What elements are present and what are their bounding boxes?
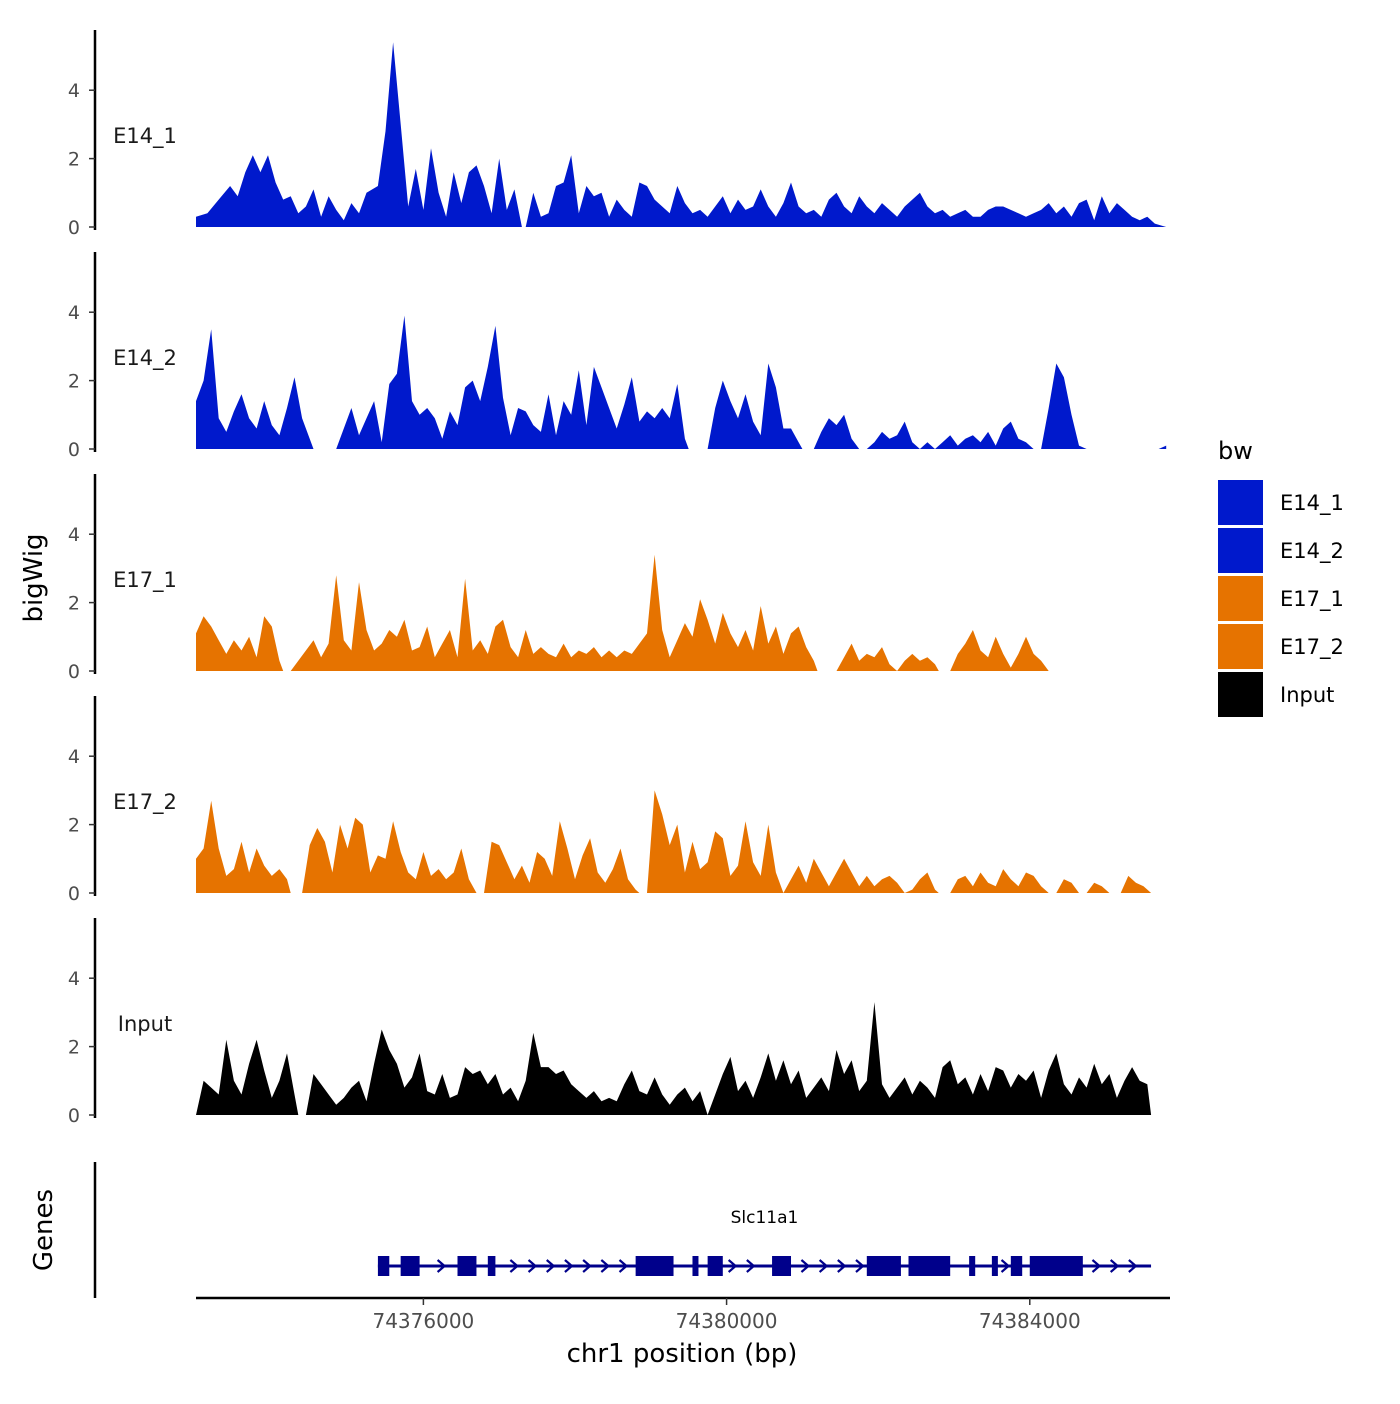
gene-name-label: Slc11a1 xyxy=(731,1208,799,1228)
gene-exon xyxy=(908,1256,951,1276)
y-tick-label: 2 xyxy=(68,593,80,615)
strand-arrow xyxy=(618,1259,629,1273)
legend-swatch-E17_2 xyxy=(1218,624,1263,669)
gene-exon xyxy=(969,1256,976,1276)
y-tick-label: 0 xyxy=(68,883,80,905)
strand-arrow xyxy=(1109,1259,1120,1273)
y-tick-label: 0 xyxy=(68,1105,80,1127)
gene-exon xyxy=(772,1256,792,1276)
gene-exon xyxy=(692,1256,699,1276)
signal-tracks: 0 2 4 E14_1 0 2 4 E14_2 0 2 4 E17_1 0 2 4 E17_2 0 2 4 Input xyxy=(68,30,1167,1127)
y-tick-label: 0 xyxy=(68,217,80,239)
x-axis: 74376000 74380000 74384000 xyxy=(196,1296,1170,1333)
x-tick-label: 74384000 xyxy=(979,1309,1081,1333)
y-tick-label: 2 xyxy=(68,815,80,837)
strand-arrow xyxy=(837,1259,847,1273)
strand-arrow xyxy=(582,1259,592,1273)
strand-arrow xyxy=(855,1259,865,1273)
y-axis-title: bigWig xyxy=(19,533,49,622)
legend-label: E17_1 xyxy=(1280,587,1344,612)
strand-arrow xyxy=(800,1259,811,1273)
legend-swatch-E17_1 xyxy=(1218,576,1263,621)
track-panel-E17_2: 0 2 4 E17_2 xyxy=(68,696,1152,905)
strand-arrow xyxy=(436,1259,447,1273)
gene-exon xyxy=(400,1256,420,1276)
gene-exon xyxy=(707,1256,723,1276)
x-axis-title: chr1 position (bp) xyxy=(567,1339,798,1369)
legend-title: bw xyxy=(1218,437,1253,465)
strand-arrow xyxy=(1000,1259,1011,1273)
track-panel-E14_2: 0 2 4 E14_2 xyxy=(68,252,1167,461)
x-tick-label: 74380000 xyxy=(676,1309,778,1333)
gene-exon xyxy=(991,1256,998,1276)
gene-track: Genes Slc11a1 xyxy=(29,1162,1152,1298)
legend-label: Input xyxy=(1280,683,1334,707)
track-label: Input xyxy=(118,1012,172,1036)
gene-exon xyxy=(1029,1256,1083,1276)
y-tick-label: 0 xyxy=(68,439,80,461)
track-panel-E14_1: 0 2 4 E14_1 xyxy=(68,30,1167,239)
y-tick-label: 4 xyxy=(68,524,80,546)
gene-exon xyxy=(866,1256,901,1276)
gene-track-label: Genes xyxy=(29,1189,59,1271)
legend: bw E14_1 E14_2 E17_1 E17_2 Input xyxy=(1218,437,1344,717)
y-tick-label: 4 xyxy=(68,302,80,324)
track-panel-Input: 0 2 4 Input xyxy=(68,918,1152,1127)
y-tick-label: 2 xyxy=(68,1037,80,1059)
y-tick-label: 4 xyxy=(68,746,80,768)
signal-area-E14_2 xyxy=(196,315,1167,449)
strand-arrow xyxy=(746,1259,756,1273)
strand-arrow xyxy=(509,1259,520,1273)
gene-exon xyxy=(457,1256,477,1276)
y-tick-label: 4 xyxy=(68,968,80,990)
strand-arrow xyxy=(527,1259,538,1273)
strand-arrow xyxy=(1091,1259,1102,1273)
legend-label: E14_2 xyxy=(1280,539,1344,564)
strand-arrow xyxy=(600,1259,610,1273)
x-tick-label: 74376000 xyxy=(372,1309,474,1333)
track-label: E14_2 xyxy=(113,346,177,371)
gene-exon xyxy=(1010,1256,1023,1276)
signal-area-E17_2 xyxy=(196,790,1152,893)
track-label: E17_2 xyxy=(113,790,177,815)
legend-swatch-Input xyxy=(1218,672,1263,717)
y-tick-label: 2 xyxy=(68,371,80,393)
strand-arrow xyxy=(818,1259,829,1273)
track-panel-E17_1: 0 2 4 E17_1 xyxy=(68,474,1049,683)
strand-arrow xyxy=(1128,1259,1138,1273)
legend-swatch-E14_2 xyxy=(1218,528,1263,573)
signal-area-Input xyxy=(196,1002,1152,1115)
legend-swatch-E14_1 xyxy=(1218,480,1263,525)
gene-exon xyxy=(635,1256,674,1276)
signal-area-E17_1 xyxy=(196,554,1049,671)
y-tick-label: 4 xyxy=(68,80,80,102)
y-tick-label: 2 xyxy=(68,149,80,171)
strand-arrow xyxy=(727,1259,738,1273)
track-label: E14_1 xyxy=(113,124,177,149)
strand-arrow xyxy=(564,1259,574,1273)
signal-area-E14_1 xyxy=(196,42,1167,227)
track-label: E17_1 xyxy=(113,568,177,593)
gene-exon xyxy=(377,1256,390,1276)
legend-label: E17_2 xyxy=(1280,635,1344,660)
gene-exon xyxy=(487,1256,496,1276)
y-tick-label: 0 xyxy=(68,661,80,683)
legend-label: E14_1 xyxy=(1280,491,1344,516)
strand-arrow xyxy=(546,1259,556,1273)
